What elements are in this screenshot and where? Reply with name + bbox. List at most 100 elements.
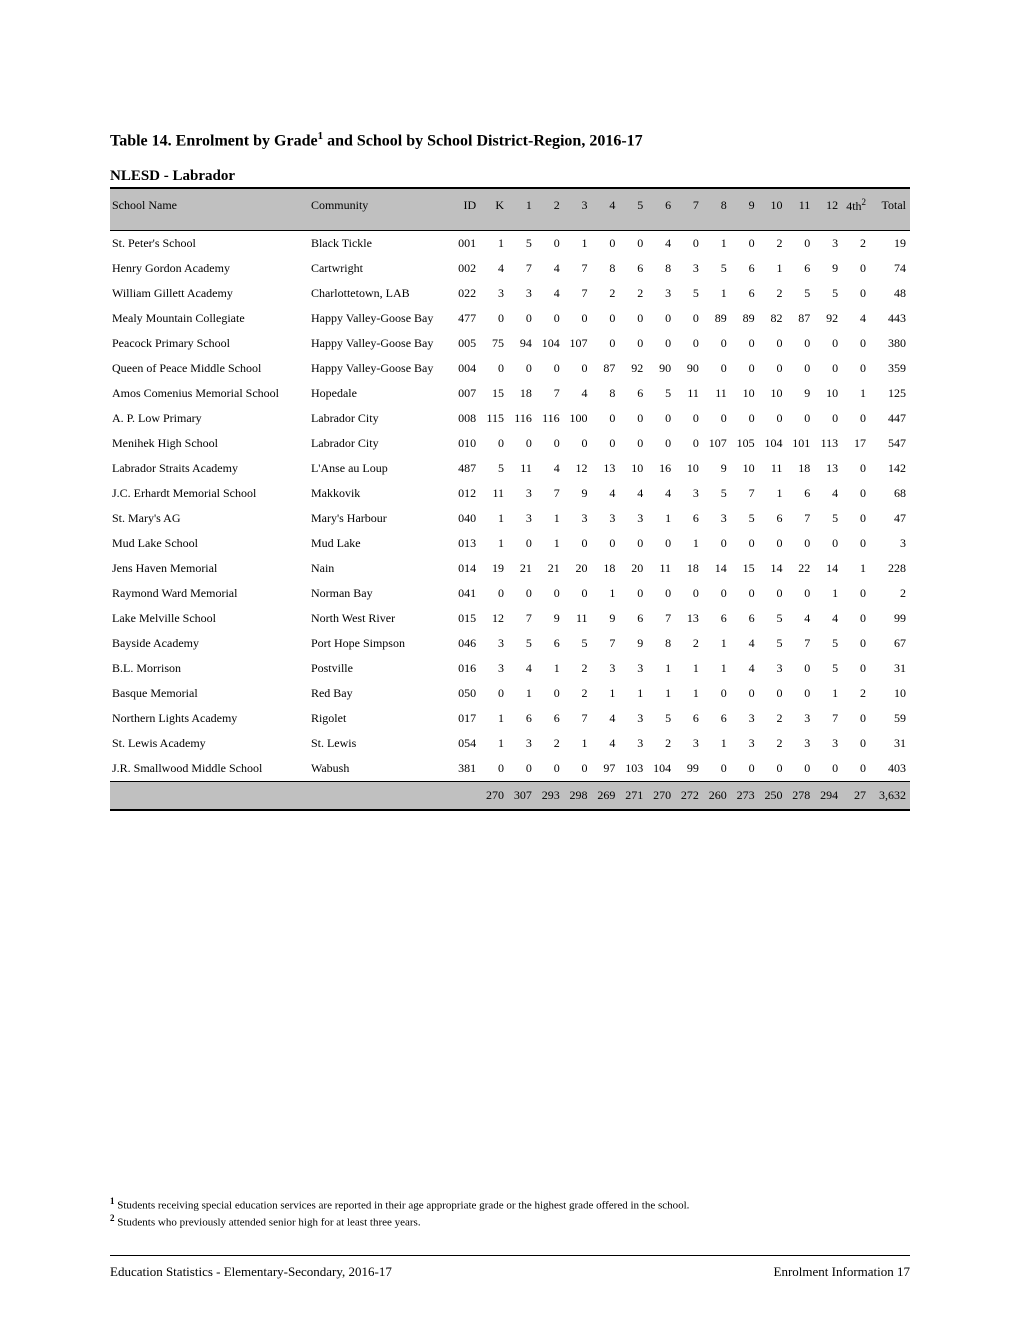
cell-value: 1: [703, 631, 731, 656]
cell-school: Raymond Ward Memorial: [110, 581, 309, 606]
cell-value: 0: [759, 581, 787, 606]
cell-value: 1: [703, 656, 731, 681]
cell-value: 0: [619, 531, 647, 556]
cell-value: 0: [508, 531, 536, 556]
col-grade-8: 8: [703, 188, 731, 231]
cell-value: 0: [564, 581, 592, 606]
table-row: A. P. Low PrimaryLabrador City0081151161…: [110, 406, 910, 431]
cell-value: 0: [786, 681, 814, 706]
cell-value: 4: [731, 656, 759, 681]
cell-id: 001: [448, 231, 480, 257]
cell-value: 0: [480, 581, 508, 606]
cell-id: 016: [448, 656, 480, 681]
cell-total: 271: [619, 782, 647, 811]
cell-value: 0: [619, 406, 647, 431]
cell-value: 7: [536, 481, 564, 506]
page-footer: Education Statistics - Elementary-Second…: [110, 1255, 910, 1280]
footnotes: 1 Students receiving special education s…: [110, 1196, 910, 1230]
cell-value: 116: [536, 406, 564, 431]
cell-value: 0: [731, 756, 759, 782]
table-row: St. Lewis AcademySt. Lewis05413214323132…: [110, 731, 910, 756]
cell-value: 4: [786, 606, 814, 631]
cell-value: 0: [703, 756, 731, 782]
cell-value: 11: [675, 381, 703, 406]
col-grade-3: 3: [564, 188, 592, 231]
footer-left: Education Statistics - Elementary-Second…: [110, 1264, 392, 1280]
cell-total: 307: [508, 782, 536, 811]
cell-value: 6: [731, 256, 759, 281]
cell-value: 2: [536, 731, 564, 756]
cell-value: 0: [842, 481, 870, 506]
cell-school: Lake Melville School: [110, 606, 309, 631]
cell-value: 105: [731, 431, 759, 456]
cell-total: 269: [592, 782, 620, 811]
cell-value: 14: [703, 556, 731, 581]
cell-value: 4: [842, 306, 870, 331]
cell-value: 6: [731, 281, 759, 306]
cell-total: 272: [675, 782, 703, 811]
cell-school: Peacock Primary School: [110, 331, 309, 356]
cell-value: 0: [592, 306, 620, 331]
cell-value: 1: [675, 531, 703, 556]
cell-value: 0: [759, 531, 787, 556]
cell-value: 7: [647, 606, 675, 631]
cell-value: 0: [703, 406, 731, 431]
cell-value: 0: [731, 581, 759, 606]
cell-community: Mud Lake: [309, 531, 449, 556]
cell-value: 113: [814, 431, 842, 456]
cell-value: 3: [619, 706, 647, 731]
cell-value: 5: [759, 631, 787, 656]
cell-value: 3: [786, 706, 814, 731]
cell-value: 1: [703, 231, 731, 257]
cell-value: 9: [564, 481, 592, 506]
cell-value: 12: [564, 456, 592, 481]
cell-value: 380: [870, 331, 910, 356]
cell-value: 31: [870, 731, 910, 756]
cell-value: 5: [814, 656, 842, 681]
cell-value: 4: [592, 731, 620, 756]
cell-school: Labrador Straits Academy: [110, 456, 309, 481]
cell-value: 0: [536, 681, 564, 706]
cell-value: 1: [842, 556, 870, 581]
cell-value: 47: [870, 506, 910, 531]
cell-value: 6: [675, 506, 703, 531]
cell-id: 002: [448, 256, 480, 281]
cell-value: 0: [480, 431, 508, 456]
cell-total: 293: [536, 782, 564, 811]
cell-value: 3: [619, 656, 647, 681]
cell-value: 1: [508, 681, 536, 706]
cell-community: Happy Valley-Goose Bay: [309, 306, 449, 331]
cell-value: 18: [592, 556, 620, 581]
cell-value: 2: [842, 231, 870, 257]
col-total: Total: [870, 188, 910, 231]
table-row: Menihek High SchoolLabrador City01000000…: [110, 431, 910, 456]
cell-value: 10: [731, 381, 759, 406]
cell-value: 0: [814, 406, 842, 431]
cell-value: 0: [814, 331, 842, 356]
cell-value: 0: [536, 356, 564, 381]
cell-community: Rigolet: [309, 706, 449, 731]
footnote-1: 1 Students receiving special education s…: [110, 1196, 910, 1213]
cell-value: 5: [703, 256, 731, 281]
cell-value: 74: [870, 256, 910, 281]
cell-value: 547: [870, 431, 910, 456]
cell-value: 2: [759, 731, 787, 756]
cell-value: 6: [536, 631, 564, 656]
cell-value: 3: [814, 231, 842, 257]
cell-value: 0: [842, 531, 870, 556]
cell-value: 0: [786, 331, 814, 356]
cell-value: 8: [647, 631, 675, 656]
cell-value: 228: [870, 556, 910, 581]
cell-value: 1: [536, 656, 564, 681]
cell-value: 2: [759, 281, 787, 306]
cell-value: 0: [536, 231, 564, 257]
cell-value: 0: [508, 356, 536, 381]
cell-value: 4: [647, 231, 675, 257]
cell-id: 013: [448, 531, 480, 556]
cell-value: 359: [870, 356, 910, 381]
cell-community: Nain: [309, 556, 449, 581]
cell-value: 0: [786, 756, 814, 782]
cell-value: 90: [675, 356, 703, 381]
cell-value: 1: [480, 231, 508, 257]
cell-id: 487: [448, 456, 480, 481]
